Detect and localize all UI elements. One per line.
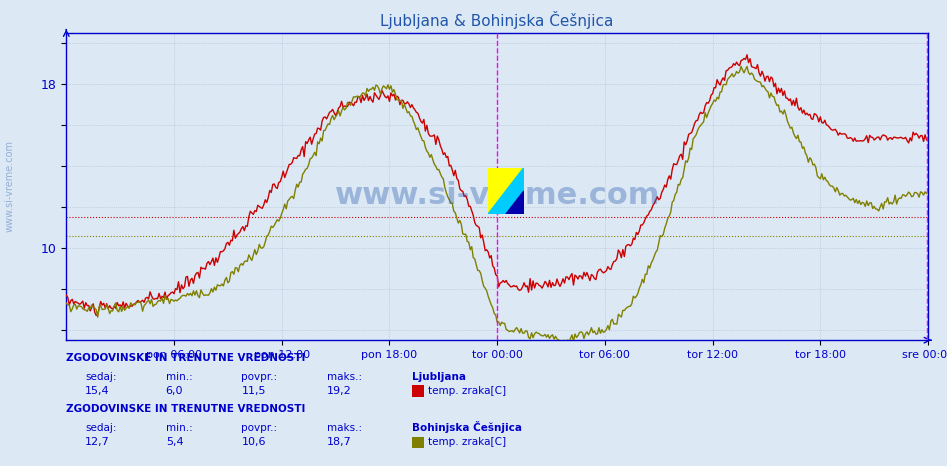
Text: temp. zraka[C]: temp. zraka[C] [428,437,506,447]
Text: 11,5: 11,5 [241,386,266,396]
Polygon shape [488,168,524,214]
Text: min.:: min.: [166,372,192,382]
Text: Ljubljana: Ljubljana [412,372,466,382]
Title: Ljubljana & Bohinjska Češnjica: Ljubljana & Bohinjska Češnjica [381,11,614,29]
Text: 5,4: 5,4 [166,437,184,447]
Text: temp. zraka[C]: temp. zraka[C] [428,386,506,396]
Text: 19,2: 19,2 [327,386,351,396]
Text: sedaj:: sedaj: [85,372,116,382]
Text: 12,7: 12,7 [85,437,110,447]
Text: maks.:: maks.: [327,423,362,433]
Text: Bohinjska Češnjica: Bohinjska Češnjica [412,421,522,433]
Text: povpr.:: povpr.: [241,423,277,433]
Text: ZGODOVINSKE IN TRENUTNE VREDNOSTI: ZGODOVINSKE IN TRENUTNE VREDNOSTI [66,404,306,414]
Text: 6,0: 6,0 [166,386,183,396]
Text: 10,6: 10,6 [241,437,266,447]
Text: povpr.:: povpr.: [241,372,277,382]
Polygon shape [488,168,524,214]
Text: www.si-vreme.com: www.si-vreme.com [334,181,660,210]
Text: 15,4: 15,4 [85,386,110,396]
Text: min.:: min.: [166,423,192,433]
Text: ZGODOVINSKE IN TRENUTNE VREDNOSTI: ZGODOVINSKE IN TRENUTNE VREDNOSTI [66,353,306,363]
Text: 18,7: 18,7 [327,437,351,447]
Text: www.si-vreme.com: www.si-vreme.com [5,140,15,233]
Text: sedaj:: sedaj: [85,423,116,433]
Polygon shape [506,191,524,214]
Text: maks.:: maks.: [327,372,362,382]
